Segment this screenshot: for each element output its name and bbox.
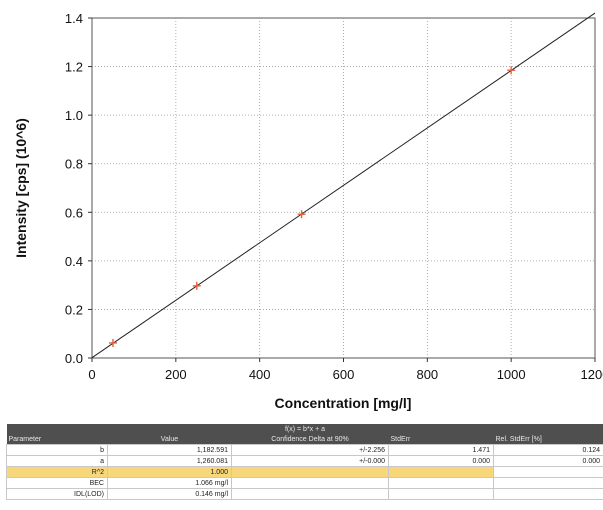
stderr-cell: 1.471 xyxy=(388,444,494,456)
header-value: Value xyxy=(107,434,232,445)
y-tick-label: 0.6 xyxy=(65,205,83,220)
x-tick-label: 600 xyxy=(333,367,355,382)
param-cell: BEC xyxy=(6,477,108,489)
data-point xyxy=(507,66,516,75)
stderr-cell xyxy=(388,488,494,500)
confidence-cell: +/-2.256 xyxy=(231,444,389,456)
formula-header: f(x) = b*x + a xyxy=(6,424,603,434)
plot-area xyxy=(91,17,596,359)
table-row: b 1,182.591 +/-2.256 1.471 0.124 xyxy=(6,444,603,456)
y-tick-label: 0.0 xyxy=(65,351,83,366)
rel-stderr-cell: 0.124 xyxy=(492,444,603,456)
param-cell: a xyxy=(6,455,108,467)
y-tick-label: 0.2 xyxy=(65,302,83,317)
confidence-cell: +/-0.000 xyxy=(231,455,389,467)
param-cell: IDL(LOD) xyxy=(6,488,108,500)
header-confidence: Confidence Delta at 90% xyxy=(231,434,389,445)
y-tick-label: 1.0 xyxy=(65,108,83,123)
data-point xyxy=(297,210,306,219)
rel-stderr-cell: 0.000 xyxy=(492,455,603,467)
y-axis-title: Intensity [cps] (10^6) xyxy=(13,118,29,258)
value-cell: 1,182.591 xyxy=(107,444,232,456)
value-cell: 1.000 xyxy=(107,466,232,478)
x-tick-label: 800 xyxy=(416,367,438,382)
y-tick-label: 1.4 xyxy=(65,11,83,26)
x-tick-label: 1000 xyxy=(497,367,526,382)
y-tick-label: 1.2 xyxy=(65,60,83,75)
confidence-cell xyxy=(231,488,389,500)
x-tick-label: 400 xyxy=(249,367,271,382)
param-cell: R^2 xyxy=(6,466,108,478)
table-row: a 1,260.081 +/-0.000 0.000 0.000 xyxy=(6,455,603,467)
rel-stderr-cell xyxy=(492,488,603,500)
table-row: BEC 1.066 mg/l xyxy=(6,477,603,489)
y-tick-label: 0.4 xyxy=(65,254,83,269)
data-point xyxy=(192,281,201,290)
confidence-cell xyxy=(231,466,389,478)
y-tick-label: 0.8 xyxy=(65,157,83,172)
value-cell: 0.146 mg/l xyxy=(107,488,232,500)
x-tick-label: 0 xyxy=(88,367,95,382)
value-cell: 1.066 mg/l xyxy=(107,477,232,489)
header-parameter: Parameter xyxy=(6,434,108,445)
rel-stderr-cell xyxy=(492,466,603,478)
confidence-cell xyxy=(231,477,389,489)
data-points xyxy=(108,66,516,347)
data-point xyxy=(108,338,117,347)
value-cell: 1,260.081 xyxy=(107,455,232,467)
stderr-cell xyxy=(388,477,494,489)
stderr-cell: 0.000 xyxy=(388,455,494,467)
table-row: IDL(LOD) 0.146 mg/l xyxy=(6,488,603,500)
calibration-results-table: f(x) = b*x + a Parameter Value Confidenc… xyxy=(6,424,603,500)
rel-stderr-cell xyxy=(492,477,603,489)
x-tick-label: 200 xyxy=(165,367,187,382)
stderr-cell xyxy=(388,466,494,478)
table-row: R^2 1.000 xyxy=(6,466,603,478)
x-axis-title: Concentration [mg/l] xyxy=(275,395,412,411)
param-cell: b xyxy=(6,444,108,456)
header-rel-stderr: Rel. StdErr [%] xyxy=(493,434,603,445)
header-stderr: StdErr xyxy=(388,434,494,445)
